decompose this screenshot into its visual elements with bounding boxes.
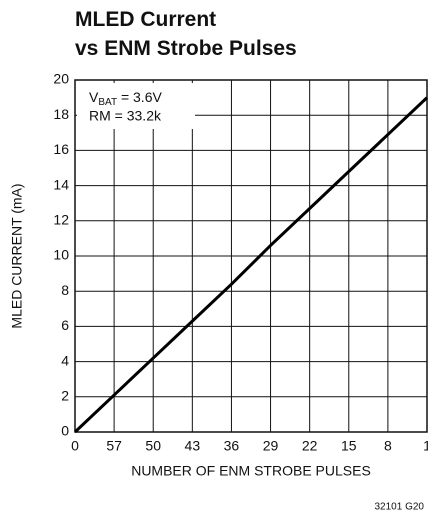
x-axis-label: NUMBER OF ENM STROBE PULSES [131, 463, 371, 479]
x-tick-label: 50 [145, 438, 161, 454]
annotation-sub: BAT [98, 97, 117, 108]
y-tick-label: 8 [61, 282, 69, 298]
y-tick-label: 6 [61, 317, 69, 333]
annotation-part: V [89, 89, 99, 105]
y-axis-label: MLED CURRENT (mA) [9, 183, 25, 328]
annotation-part: = 3.6V [117, 89, 162, 105]
x-tick-label: 29 [263, 438, 279, 454]
x-tick-label: 8 [384, 438, 392, 454]
chart-title: MLED Current [75, 8, 216, 31]
plot-frame [74, 79, 428, 433]
y-tick-label: 16 [53, 141, 69, 157]
y-tick-label: 2 [61, 388, 69, 404]
x-tick-label: 57 [106, 438, 122, 454]
x-tick-label: 36 [224, 438, 240, 454]
y-tick-label: 20 [53, 71, 69, 87]
y-tick-label: 4 [61, 352, 69, 368]
x-tick-label: 22 [302, 438, 318, 454]
chart-title: vs ENM Strobe Pulses [75, 37, 297, 60]
y-tick-label: 18 [53, 106, 69, 122]
annotation-box [77, 83, 195, 129]
y-tick-label: 10 [53, 247, 69, 263]
annotation: VBAT = 3.6V [89, 89, 162, 108]
y-tick-label: 12 [53, 212, 69, 228]
y-tick-label: 14 [53, 176, 69, 192]
x-tick-label: 15 [341, 438, 357, 454]
y-tick-label: 0 [61, 423, 69, 439]
annotation: RM = 33.2k [89, 108, 162, 124]
x-tick-label: 0 [71, 438, 79, 454]
x-tick-label: 43 [185, 438, 201, 454]
x-tick-label: 1 [423, 438, 428, 454]
footer: 32101 G20 [375, 502, 425, 513]
data-line [73, 96, 428, 434]
